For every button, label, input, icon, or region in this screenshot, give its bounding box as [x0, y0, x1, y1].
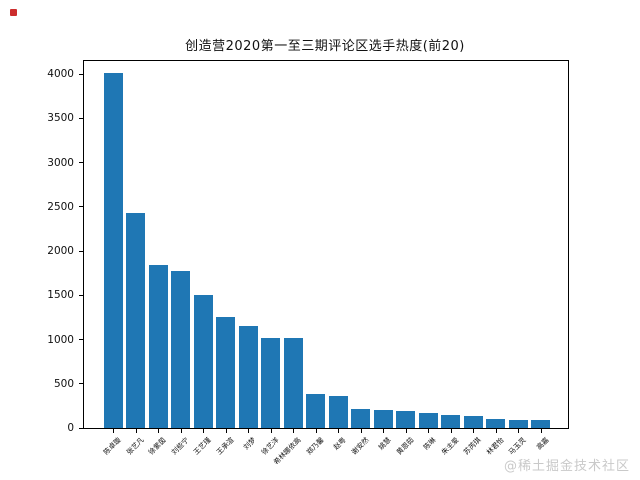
y-tick-icon [79, 383, 84, 385]
x-tick-label: 林君怡 [484, 436, 506, 457]
x-tick-label: 王承渲 [214, 436, 236, 457]
x-tick-label: 陈琳 [422, 436, 438, 452]
x-tick-label: 朱主爱 [439, 436, 461, 457]
bar [148, 265, 168, 428]
x-tick-icon [315, 428, 317, 433]
y-tick-label: 4000 [47, 68, 74, 81]
bar [238, 326, 258, 428]
x-tick-icon [113, 428, 114, 433]
y-tick-label: 3000 [47, 156, 74, 169]
bar [171, 270, 190, 428]
x-tick-label: 徐紫茵 [147, 436, 168, 457]
x-tick-icon [495, 428, 497, 433]
y-tick-label: 0 [67, 422, 74, 434]
x-tick-label: 徐艺洋 [259, 436, 281, 457]
y-tick-label: 1500 [47, 289, 74, 302]
x-tick-icon [293, 428, 294, 433]
x-tick-label: 刘梦 [242, 436, 258, 452]
bar [126, 213, 145, 428]
red-marker-icon [10, 9, 17, 16]
y-tick-icon [79, 427, 84, 429]
bar [463, 415, 483, 428]
chart-title: 创造营2020第一至三期评论区选手热度(前20) [185, 39, 465, 54]
x-tick-icon [383, 428, 384, 433]
x-tick-label: 刘些宁 [169, 436, 191, 457]
watermark: @稀土掘金技术社区 [503, 459, 630, 474]
y-tick-icon [79, 294, 84, 296]
bar [328, 395, 348, 428]
x-tick-icon [518, 428, 519, 433]
bar [486, 418, 505, 428]
x-tick-icon [248, 428, 249, 433]
x-tick-icon [180, 428, 182, 433]
bar [508, 420, 528, 428]
y-tick-icon [79, 339, 84, 341]
x-tick-icon [473, 428, 474, 433]
x-tick-label: 黄恩茹 [394, 436, 416, 457]
bar [441, 414, 460, 428]
x-tick-icon [540, 428, 542, 433]
y-tick-label: 500 [53, 377, 74, 390]
x-tick-label: 谢安然 [349, 436, 371, 457]
y-tick-icon [79, 250, 84, 252]
x-tick-icon [135, 428, 137, 433]
y-tick-icon [79, 206, 84, 208]
x-tick-label: 陈卓璇 [102, 436, 123, 457]
y-tick-icon [79, 162, 84, 164]
bar [531, 420, 550, 428]
x-tick-icon [203, 428, 204, 433]
y-tick-label: 2500 [47, 200, 74, 213]
x-tick-icon [360, 428, 362, 433]
x-tick-icon [338, 428, 339, 433]
bar [396, 410, 415, 428]
x-tick-icon [225, 428, 227, 433]
bar [103, 73, 123, 428]
x-tick-icon [428, 428, 429, 433]
x-tick-icon [270, 428, 272, 433]
bar [283, 338, 303, 428]
bar [351, 409, 370, 428]
x-tick-label: 苏芮琪 [462, 436, 483, 457]
x-tick-label: 张艺凡 [124, 436, 146, 457]
x-tick-label: 赵粤 [332, 436, 348, 452]
bar [193, 295, 213, 428]
y-tick-icon [79, 117, 84, 119]
x-tick-label: 王艺瑾 [192, 436, 213, 457]
bar [373, 410, 393, 428]
bar [261, 337, 280, 428]
x-tick-icon [450, 428, 452, 433]
x-tick-label: 郑乃馨 [304, 436, 326, 457]
bar [306, 393, 325, 428]
y-tick-label: 1000 [47, 333, 74, 346]
y-tick-label: 2000 [47, 245, 74, 258]
x-tick-icon [158, 428, 159, 433]
plot-area: 0 500 1000 1500 2000 2500 3000 3500 4000 陈卓璇 张艺凡 徐紫… [47, 60, 569, 466]
x-tick-label: 马玉灵 [507, 436, 528, 457]
y-tick-icon [79, 73, 84, 75]
x-tick-icon [405, 428, 407, 433]
x-tick-label: 姚慧 [377, 436, 393, 452]
x-tick-label: 高嘉 [534, 436, 551, 452]
bar [216, 317, 235, 428]
bar [418, 413, 438, 428]
y-tick-label: 3500 [47, 112, 74, 125]
